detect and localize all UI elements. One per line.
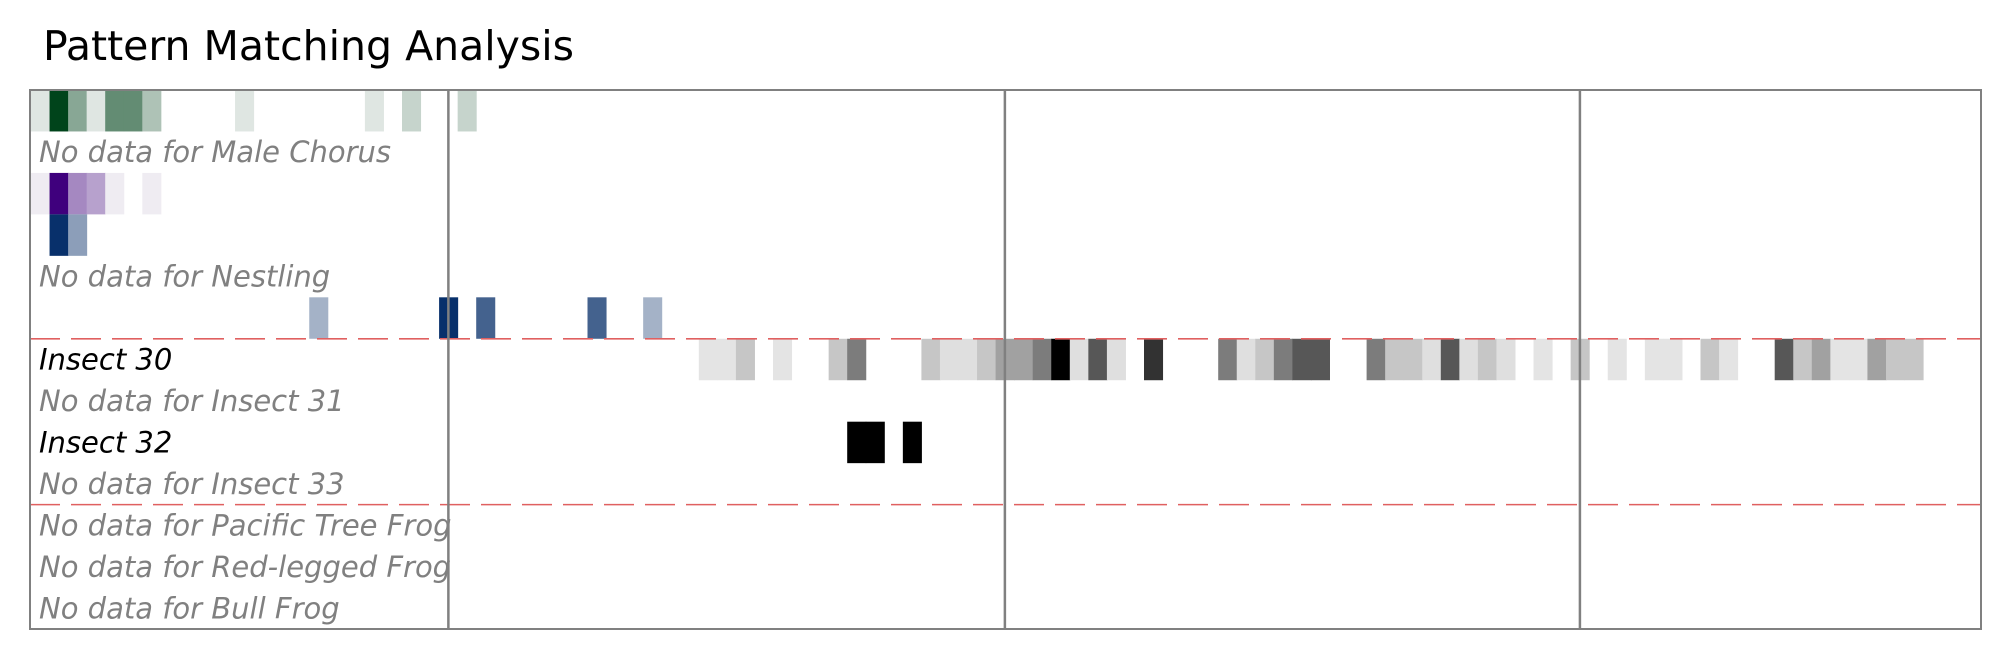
heatmap-cell <box>1032 338 1052 381</box>
heatmap-cell <box>1069 338 1089 381</box>
heatmap-cell <box>1255 338 1275 381</box>
heatmap-cell <box>958 338 978 381</box>
no-data-label: No data for Insect 31 <box>39 384 345 418</box>
heatmap-cell <box>1218 338 1238 381</box>
heatmap-cell <box>49 214 69 256</box>
heatmap-cell <box>1607 338 1627 381</box>
no-data-label: No data for Bull Frog <box>39 591 340 625</box>
heatmap-cell <box>49 90 69 132</box>
heatmap-cell <box>717 338 737 381</box>
heatmap-cell <box>828 338 848 381</box>
heatmap-cell <box>1385 338 1405 381</box>
heatmap-cell <box>31 172 51 215</box>
heatmap-cell <box>1533 338 1553 381</box>
no-data-label: No data for Insect 33 <box>39 467 345 501</box>
row-label: Insect 32 <box>39 425 172 459</box>
heatmap-cell <box>68 90 88 132</box>
heatmap-cell <box>105 90 125 132</box>
heatmap-cell <box>1014 338 1034 381</box>
heatmap-cell <box>142 90 162 132</box>
heatmap-cell <box>1403 338 1423 381</box>
group-separators <box>30 337 1981 506</box>
heatmap-cell <box>142 172 162 215</box>
heatmap-cell <box>86 90 106 132</box>
heatmap-cell <box>309 297 329 339</box>
heatmap-cell <box>1459 338 1479 381</box>
heatmap-cell <box>977 338 997 381</box>
heatmap-cell <box>1310 338 1330 381</box>
heatmap-cell <box>921 338 941 381</box>
heatmap-cell <box>31 90 51 132</box>
heatmap-cells <box>31 90 1924 464</box>
heatmap-cell <box>402 90 422 132</box>
heatmap-cell <box>939 338 959 381</box>
heatmap-cell <box>902 421 922 464</box>
heatmap-cell <box>86 172 106 215</box>
heatmap-cell <box>364 90 384 132</box>
heatmap-cell <box>476 297 496 339</box>
heatmap-cell <box>123 90 143 132</box>
heatmap-cell <box>1774 338 1794 381</box>
heatmap-cell <box>1811 338 1831 381</box>
heatmap-cell <box>457 90 477 132</box>
heatmap-cell <box>1867 338 1887 381</box>
period-boundaries <box>447 90 1582 629</box>
heatmap-cell <box>1663 338 1683 381</box>
heatmap-cell <box>1422 338 1442 381</box>
heatmap-cell <box>1830 338 1850 381</box>
heatmap-cell <box>847 421 867 464</box>
heatmap-cell <box>587 297 607 339</box>
no-data-label: No data for Nestling <box>39 260 330 294</box>
heatmap-cell <box>1886 338 1906 381</box>
heatmap-cell <box>49 172 69 215</box>
heatmap-cell <box>1496 338 1516 381</box>
heatmap-cell <box>1848 338 1868 381</box>
heatmap-cell <box>1719 338 1739 381</box>
heatmap-cell <box>1236 338 1256 381</box>
heatmap-cell <box>1273 338 1293 381</box>
heatmap-cell <box>1144 338 1164 381</box>
heatmap-cell <box>235 90 255 132</box>
heatmap-cell <box>1644 338 1664 381</box>
heatmap-cell <box>1051 338 1071 381</box>
heatmap-cell <box>1292 338 1312 381</box>
heatmap-cell <box>698 338 718 381</box>
heatmap-cell <box>865 421 885 464</box>
heatmap-cell <box>643 297 663 339</box>
row-label: Insect 30 <box>39 343 172 377</box>
heatmap-cell <box>1088 338 1108 381</box>
chart-title: Pattern Matching Analysis <box>43 22 574 70</box>
heatmap-cell <box>1700 338 1720 381</box>
heatmap-cell <box>735 338 755 381</box>
heatmap-cell <box>1904 338 1924 381</box>
heatmap-cell <box>68 172 88 215</box>
row-labels: No data for Male Chorus No data for Nestl… <box>39 135 452 625</box>
no-data-label: No data for Pacific Tree Frog <box>39 508 452 542</box>
heatmap-cell <box>68 214 88 256</box>
heatmap-cell <box>105 172 125 215</box>
plot-frame <box>29 89 1982 630</box>
no-data-label: No data for Red-legged Frog <box>39 550 451 584</box>
heatmap-cell <box>1793 338 1813 381</box>
heatmap-cell <box>1477 338 1497 381</box>
heatmap-cell <box>1440 338 1460 381</box>
heatmap-cell <box>1366 338 1386 381</box>
no-data-label: No data for Male Chorus <box>39 135 391 169</box>
heatmap-cell <box>1106 338 1126 381</box>
heatmap-cell <box>847 338 867 381</box>
heatmap-cell <box>773 338 793 381</box>
